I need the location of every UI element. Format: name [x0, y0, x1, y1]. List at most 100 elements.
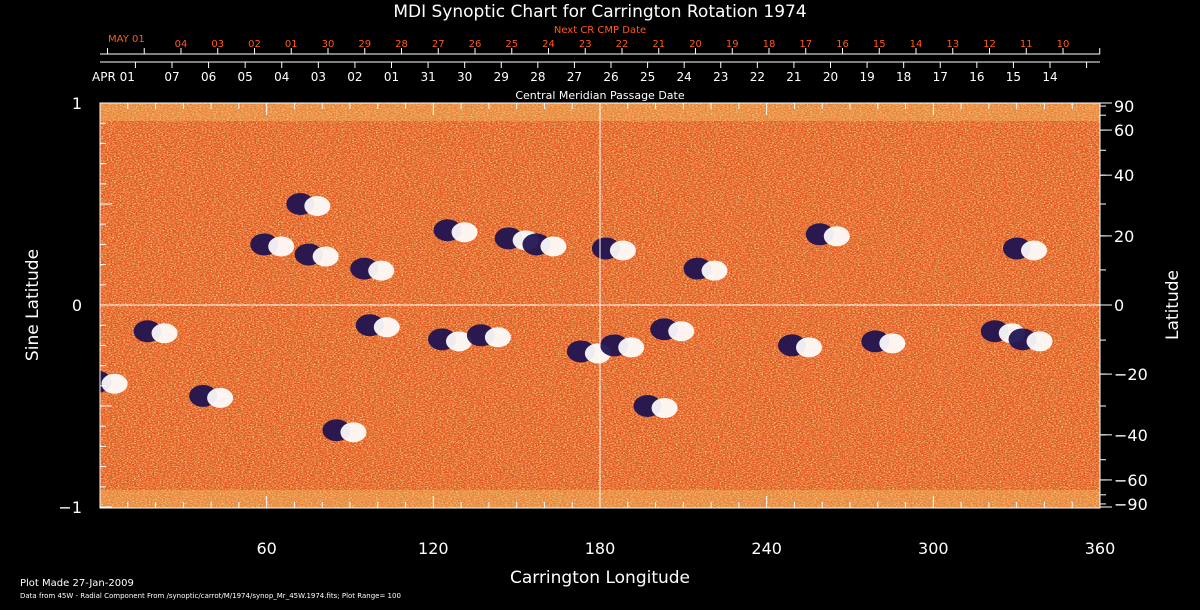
y-tick-label-right: −40	[1114, 426, 1148, 445]
x-tick-label: 180	[585, 539, 616, 558]
positive-polarity-patch	[484, 327, 511, 348]
y-axis-label-left: Sine Latitude	[23, 249, 43, 361]
positive-polarity-patch	[1021, 240, 1047, 261]
next-cr-date-label: 28	[395, 39, 408, 50]
next-cr-date-label: 15	[873, 39, 886, 50]
x-tick-label: 360	[1085, 539, 1116, 558]
next-cr-axis-title: Next CR CMP Date	[554, 25, 646, 36]
next-cr-date-label: 24	[542, 39, 555, 50]
cmp-date-label: 27	[567, 70, 582, 84]
next-cr-date-label: 11	[1020, 39, 1033, 50]
cmp-date-label: 30	[457, 70, 472, 84]
positive-polarity-patch	[151, 323, 178, 344]
y-tick-label-right: 40	[1114, 166, 1134, 185]
next-cr-date-label: 27	[432, 39, 445, 50]
next-cr-date-label: 03	[211, 39, 224, 50]
cmp-date-label: 21	[786, 70, 801, 84]
active-region	[1008, 328, 1053, 352]
active-region	[466, 324, 511, 348]
positive-polarity-patch	[540, 236, 567, 257]
cmp-date-label: 19	[859, 70, 874, 84]
y-axis-left: 1 0 −1	[58, 94, 112, 517]
next-cr-date-label: 02	[248, 39, 261, 50]
next-cr-date-label: 16	[836, 39, 849, 50]
positive-polarity-patch	[207, 387, 234, 408]
cmp-date-axis: 07 06 05 04 03 02 01 31 30 29 28 27 26 25 24 23 22 21 20 19…	[100, 61, 1100, 84]
cmp-date-label: 14	[1042, 70, 1057, 84]
positive-polarity-patch	[373, 317, 400, 338]
cmp-date-label: 06	[201, 70, 216, 84]
positive-polarity-patch	[879, 333, 906, 354]
positive-polarity-patch	[651, 398, 678, 418]
cmp-date-label: 03	[311, 70, 326, 84]
cmp-start-label: APR 01	[92, 70, 135, 84]
data-source-note: Data from 45W - Radial Component From /s…	[20, 592, 401, 600]
x-axis: 60 120 180 240 300 360	[99, 103, 1116, 558]
positive-polarity-patch	[312, 246, 339, 267]
positive-polarity-patch	[340, 422, 367, 443]
x-tick-label: 300	[918, 539, 949, 558]
positive-polarity-patch	[668, 321, 695, 342]
next-cr-date-label: 22	[616, 39, 629, 50]
active-region	[522, 233, 567, 257]
next-cr-date-label: 13	[946, 39, 959, 50]
next-cr-axis: 04 03 02 01 30 29 28 27 26 25 24 23 22 21 20 19 18 17 16 15…	[107, 39, 1101, 54]
next-cr-date-label: 25	[505, 39, 518, 50]
positive-polarity-patch	[609, 240, 636, 261]
y-tick-label-left: −1	[58, 498, 82, 517]
cmp-date-label: 23	[713, 70, 728, 84]
next-cr-date-label: 23	[579, 39, 592, 50]
cmp-date-label: 04	[274, 70, 289, 84]
active-region	[591, 237, 636, 261]
active-region	[861, 330, 906, 354]
cmp-date-label: 25	[640, 70, 655, 84]
next-cr-date-label: 10	[1057, 39, 1070, 50]
positive-polarity-patch	[701, 260, 728, 281]
next-cr-date-label: 20	[689, 39, 702, 50]
positive-polarity-patch	[368, 260, 395, 281]
active-region	[778, 334, 822, 358]
positive-polarity-patch	[618, 337, 645, 358]
y-tick-label-right: −60	[1114, 471, 1148, 490]
positive-polarity-patch	[1026, 331, 1053, 352]
cmp-date-label: 20	[823, 70, 838, 84]
y-tick-label-right: 90	[1114, 97, 1134, 116]
cmp-date-label: 07	[164, 70, 179, 84]
cmp-date-label: 05	[238, 70, 253, 84]
next-cr-date-label: 29	[358, 39, 371, 50]
active-region	[294, 243, 339, 267]
active-region	[805, 223, 850, 247]
y-axis-right: 90 60 40 20 0 −20 −40 −60 −90	[1100, 97, 1148, 514]
active-region	[322, 419, 367, 443]
y-tick-label-right: 0	[1114, 296, 1124, 315]
cmp-date-label: 22	[750, 70, 765, 84]
chart-title: MDI Synoptic Chart for Carrington Rotati…	[393, 2, 806, 22]
active-region	[1003, 237, 1047, 261]
positive-polarity-patch	[451, 222, 478, 243]
next-cr-date-label: 30	[322, 39, 335, 50]
next-cr-date-label: 19	[726, 39, 739, 50]
positive-polarity-patch	[268, 236, 295, 257]
cmp-date-label: 15	[1006, 70, 1021, 84]
next-cr-date-label: 04	[175, 39, 188, 50]
positive-polarity-patch	[446, 331, 472, 352]
positive-polarity-patch	[304, 196, 331, 216]
active-region	[100, 370, 128, 394]
next-cr-date-label: 14	[910, 39, 923, 50]
x-tick-label: 60	[256, 539, 276, 558]
y-tick-label-left: 1	[72, 94, 82, 113]
active-region	[189, 384, 234, 408]
plot-made-date: Plot Made 27-Jan-2009	[20, 578, 134, 589]
positive-polarity-patch	[101, 373, 128, 394]
y-tick-label-left: 0	[72, 296, 82, 315]
cmp-date-label: 31	[420, 70, 435, 84]
active-region	[355, 314, 400, 338]
cmp-date-label: 26	[603, 70, 618, 84]
next-cr-date-label: 17	[799, 39, 812, 50]
y-tick-label-right: 20	[1114, 227, 1134, 246]
active-region	[600, 334, 645, 358]
positive-polarity-patch	[796, 337, 822, 358]
next-cr-date-label: 12	[983, 39, 996, 50]
y-tick-label-right: 60	[1114, 121, 1134, 140]
